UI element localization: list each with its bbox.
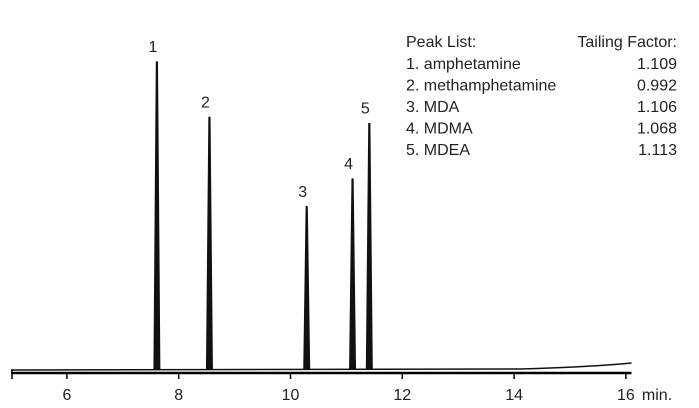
tailing-factor: 1.113 — [638, 142, 677, 159]
peak-label: 5 — [361, 101, 370, 118]
tailing-factor-title: Tailing Factor: — [577, 34, 677, 51]
peak-list-title: Peak List: — [406, 34, 476, 51]
tailing-factor: 1.106 — [637, 99, 677, 116]
peak-label: 1 — [148, 39, 157, 56]
peak — [365, 122, 373, 371]
x-axis-label: min. — [642, 387, 672, 404]
peak — [153, 61, 161, 371]
x-tick-label: 8 — [174, 387, 183, 404]
peak-name: 3. MDA — [406, 99, 460, 116]
baseline-trace — [10, 362, 632, 371]
x-tick-label: 10 — [282, 387, 300, 404]
x-tick-label: 12 — [393, 387, 411, 404]
peak — [303, 206, 311, 371]
tailing-factor: 1.068 — [637, 121, 677, 138]
x-tick-label: 6 — [62, 387, 71, 404]
peak-name: 1. amphetamine — [406, 56, 521, 73]
x-tick-label: 16 — [617, 387, 635, 404]
x-tick-label: 14 — [505, 387, 523, 404]
peak-name: 2. methamphetamine — [406, 78, 556, 95]
peak — [205, 116, 213, 371]
peak-label: 2 — [201, 95, 210, 112]
peak-name: 4. MDMA — [406, 121, 473, 138]
peak-name: 5. MDEA — [406, 142, 470, 159]
tailing-factor: 1.109 — [637, 56, 677, 73]
peak-label: 4 — [344, 156, 353, 173]
tailing-factor: 0.992 — [637, 78, 677, 95]
peak-label: 3 — [298, 184, 307, 201]
peak — [349, 178, 357, 371]
